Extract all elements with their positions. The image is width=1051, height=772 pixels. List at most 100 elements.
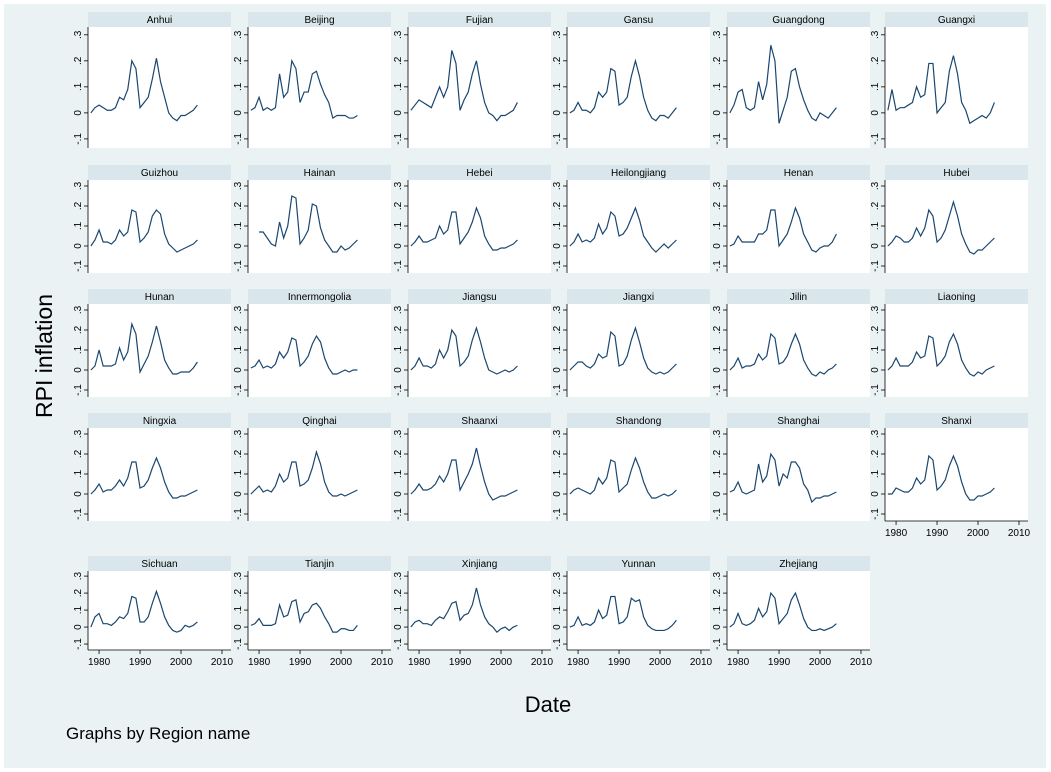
x-tick-label: 1990 bbox=[449, 657, 472, 668]
y-tick-label: 0 bbox=[233, 624, 244, 630]
x-tick-label: 1980 bbox=[408, 657, 431, 668]
panel-title: Gansu bbox=[624, 15, 653, 26]
y-tick-label: .2 bbox=[552, 325, 563, 334]
y-tick-label: .1 bbox=[552, 469, 563, 478]
y-tick-label: -.1 bbox=[870, 384, 881, 396]
x-tick-label: 1980 bbox=[567, 657, 590, 668]
panel-title: Ningxia bbox=[143, 416, 177, 427]
y-tick-label: -.1 bbox=[712, 638, 723, 650]
y-tick-label: .1 bbox=[393, 82, 404, 91]
y-tick-label: .1 bbox=[233, 605, 244, 614]
y-tick-label: 0 bbox=[552, 491, 563, 497]
panel-title: Jilin bbox=[790, 292, 807, 303]
y-tick-label: 0 bbox=[870, 367, 881, 373]
series-line bbox=[569, 595, 677, 632]
y-tick-label: -.1 bbox=[393, 384, 404, 396]
series-line bbox=[569, 456, 677, 499]
plot-area bbox=[248, 180, 391, 273]
y-tick-label: -.1 bbox=[73, 384, 84, 396]
y-tick-label: -.1 bbox=[393, 133, 404, 145]
panel-title: Guangxi bbox=[938, 15, 975, 26]
series-line bbox=[410, 447, 518, 501]
plot-area bbox=[727, 27, 870, 148]
plot-area bbox=[567, 180, 710, 273]
y-tick-label: .3 bbox=[870, 305, 881, 314]
y-tick-label: .2 bbox=[233, 201, 244, 210]
strip bbox=[885, 413, 1028, 428]
x-tick-label: 1990 bbox=[129, 657, 152, 668]
strip bbox=[408, 165, 551, 180]
y-tick-label: -.1 bbox=[393, 260, 404, 272]
strip bbox=[567, 556, 710, 571]
series-line bbox=[729, 452, 837, 504]
panel-title: Liaoning bbox=[938, 292, 976, 303]
panel-title: Heilongjiang bbox=[611, 168, 666, 179]
strip bbox=[567, 413, 710, 428]
y-tick-label: .1 bbox=[712, 82, 723, 91]
y-tick-label: .2 bbox=[393, 449, 404, 458]
series-line bbox=[90, 321, 198, 375]
y-tick-label: 0 bbox=[73, 624, 84, 630]
y-tick-label: .1 bbox=[870, 82, 881, 91]
y-tick-label: .2 bbox=[552, 449, 563, 458]
y-tick-label: 0 bbox=[552, 624, 563, 630]
strip bbox=[88, 289, 231, 304]
y-tick-label: .3 bbox=[870, 181, 881, 190]
plot-area bbox=[88, 180, 231, 273]
series-line bbox=[569, 206, 677, 253]
series-line bbox=[410, 587, 518, 634]
plot-area bbox=[727, 571, 870, 650]
x-tick-label: 2000 bbox=[967, 528, 990, 539]
y-tick-label: .3 bbox=[870, 429, 881, 438]
y-tick-label: .3 bbox=[552, 305, 563, 314]
series-line bbox=[569, 58, 677, 122]
strip bbox=[248, 289, 391, 304]
x-axis-title: Date bbox=[525, 692, 571, 717]
y-tick-label: .3 bbox=[73, 30, 84, 39]
note: Graphs by Region name bbox=[66, 724, 250, 743]
y-tick-label: -.1 bbox=[393, 638, 404, 650]
y-tick-label: 0 bbox=[73, 367, 84, 373]
y-tick-label: .2 bbox=[712, 56, 723, 65]
y-tick-label: 0 bbox=[393, 243, 404, 249]
y-tick-label: .1 bbox=[73, 82, 84, 91]
strip bbox=[727, 12, 870, 27]
y-tick-label: .1 bbox=[870, 345, 881, 354]
strip bbox=[727, 413, 870, 428]
panel-title: Shanxi bbox=[941, 416, 972, 427]
y-tick-label: -.1 bbox=[393, 508, 404, 520]
y-tick-label: .1 bbox=[552, 605, 563, 614]
x-tick-label: 2000 bbox=[809, 657, 832, 668]
panel-title: Guangdong bbox=[772, 15, 824, 26]
y-tick-label: .1 bbox=[712, 345, 723, 354]
x-tick-label: 1990 bbox=[768, 657, 791, 668]
series-line bbox=[250, 334, 358, 375]
plot-area bbox=[408, 571, 551, 650]
y-tick-label: 0 bbox=[73, 491, 84, 497]
plot-area bbox=[88, 428, 231, 521]
series-line bbox=[250, 599, 358, 633]
y-tick-label: .2 bbox=[552, 588, 563, 597]
y-tick-label: 0 bbox=[233, 110, 244, 116]
y-tick-label: -.1 bbox=[552, 508, 563, 520]
panel-title: Henan bbox=[784, 168, 813, 179]
plot-area bbox=[248, 571, 391, 650]
strip bbox=[408, 556, 551, 571]
y-tick-label: -.1 bbox=[233, 260, 244, 272]
y-tick-label: -.1 bbox=[712, 384, 723, 396]
y-tick-label: 0 bbox=[552, 367, 563, 373]
strip bbox=[248, 165, 391, 180]
series-line bbox=[729, 591, 837, 632]
y-tick-label: .2 bbox=[233, 449, 244, 458]
y-tick-label: 0 bbox=[712, 624, 723, 630]
y-tick-label: 0 bbox=[712, 243, 723, 249]
panel-title: Xinjiang bbox=[462, 559, 498, 570]
plot-area bbox=[727, 304, 870, 397]
x-tick-label: 2000 bbox=[490, 657, 513, 668]
plot-area bbox=[88, 27, 231, 148]
y-tick-label: .1 bbox=[233, 345, 244, 354]
y-tick-label: .1 bbox=[870, 221, 881, 230]
y-tick-label: .3 bbox=[233, 429, 244, 438]
panel-title: Jiangsu bbox=[462, 292, 496, 303]
plot-area bbox=[567, 428, 710, 521]
